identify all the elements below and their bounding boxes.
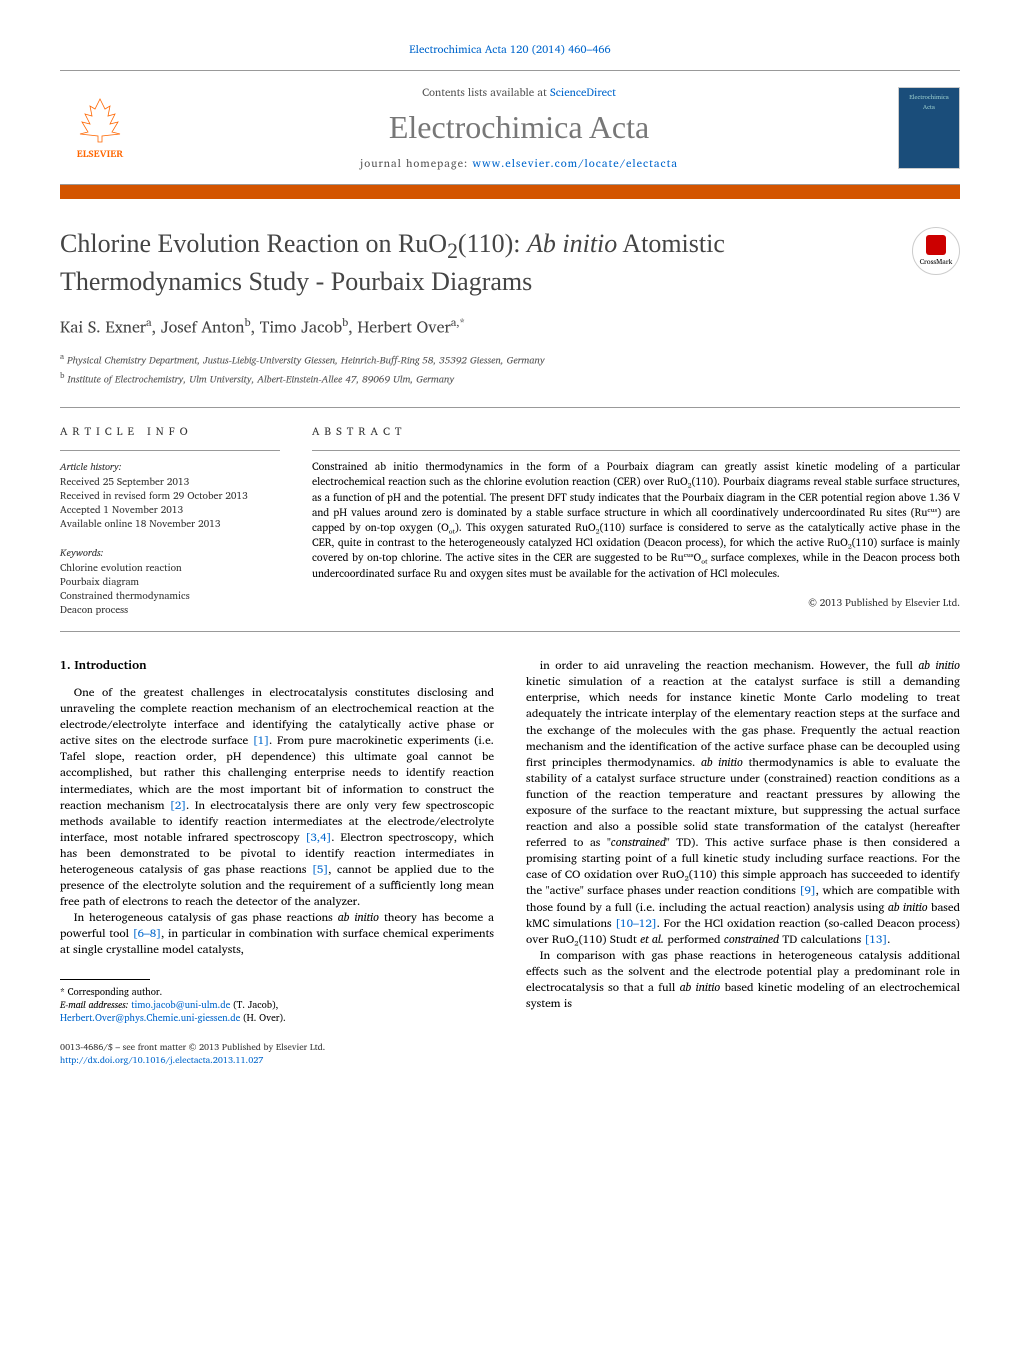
journal-info: Contents lists available at ScienceDirec… xyxy=(140,83,898,172)
info-divider xyxy=(60,450,280,451)
info-abstract-row: article info Article history: Received 2… xyxy=(60,407,960,632)
abstract-text: Constrained ab initio thermodynamics in … xyxy=(312,459,960,581)
elsevier-logo[interactable]: ELSEVIER xyxy=(60,88,140,168)
footer: 0013-4686/$ – see front matter © 2013 Pu… xyxy=(60,1041,494,1066)
doi-link[interactable]: http://dx.doi.org/10.1016/j.electacta.20… xyxy=(60,1052,263,1067)
keyword-item: Deacon process xyxy=(60,603,280,617)
homepage-prefix: journal homepage: xyxy=(360,154,472,172)
sciencedirect-link[interactable]: ScienceDirect xyxy=(550,83,616,101)
abstract-label: abstract xyxy=(312,422,960,440)
ref-link[interactable]: [2] xyxy=(170,796,186,815)
contents-prefix: Contents lists available at xyxy=(422,83,550,101)
ref-link[interactable]: [3,4] xyxy=(306,828,332,847)
header-citation: Electrochimica Acta 120 (2014) 460–466 xyxy=(60,40,960,58)
corresponding-author: * Corresponding author. xyxy=(60,986,494,999)
elsevier-label: ELSEVIER xyxy=(77,146,124,162)
left-column: 1. Introduction One of the greatest chal… xyxy=(60,658,494,1066)
cover-thumb-title: Electrochimica Acta xyxy=(903,92,955,112)
email-link-2[interactable]: Herbert.Over@phys.Chemie.uni-giessen.de xyxy=(60,1011,240,1026)
article-title-row: Chlorine Evolution Reaction on RuO2(110)… xyxy=(60,227,960,299)
elsevier-tree-icon xyxy=(70,94,130,144)
section-1-heading: 1. Introduction xyxy=(60,658,494,675)
footnote-block: * Corresponding author. E-mail addresses… xyxy=(60,986,494,1026)
history-item: Accepted 1 November 2013 xyxy=(60,503,280,517)
body-paragraph: In heterogeneous catalysis of gas phase … xyxy=(60,910,494,958)
citation-link[interactable]: Electrochimica Acta 120 (2014) 460–466 xyxy=(409,40,610,58)
body-paragraph: in order to aid unraveling the reaction … xyxy=(526,658,960,948)
history-item: Available online 18 November 2013 xyxy=(60,517,280,531)
title-mid: (110): xyxy=(458,229,527,258)
body-paragraph: In comparison with gas phase reactions i… xyxy=(526,948,960,1012)
email-who-2: (H. Over). xyxy=(240,1011,285,1026)
title-sub1: 2 xyxy=(447,239,458,263)
article-info: article info Article history: Received 2… xyxy=(60,422,280,617)
affiliation: a Physical Chemistry Department, Justus-… xyxy=(60,350,960,368)
body-paragraph: One of the greatest challenges in electr… xyxy=(60,685,494,910)
email-line-2: Herbert.Over@phys.Chemie.uni-giessen.de … xyxy=(60,1012,494,1025)
body-columns: 1. Introduction One of the greatest chal… xyxy=(60,658,960,1066)
abstract-copyright: © 2013 Published by Elsevier Ltd. xyxy=(312,595,960,611)
journal-header: ELSEVIER Contents lists available at Sci… xyxy=(60,71,960,185)
ref-link[interactable]: [1] xyxy=(253,731,269,750)
history-item: Received 25 September 2013 xyxy=(60,475,280,489)
orange-bar xyxy=(60,185,960,199)
ref-link[interactable]: [6–8] xyxy=(133,924,161,943)
crossmark-icon xyxy=(926,235,946,255)
authors: Kai S. Exnera, Josef Antonb, Timo Jacobb… xyxy=(60,313,960,340)
history-label: Article history: xyxy=(60,459,280,475)
abstract-divider xyxy=(312,450,960,451)
abstract: abstract Constrained ab initio thermodyn… xyxy=(312,422,960,617)
keyword-item: Chlorine evolution reaction xyxy=(60,561,280,575)
title-pre: Chlorine Evolution Reaction on RuO xyxy=(60,229,447,258)
contents-line: Contents lists available at ScienceDirec… xyxy=(140,83,898,101)
homepage-line: journal homepage: www.elsevier.com/locat… xyxy=(140,154,898,172)
right-column: in order to aid unraveling the reaction … xyxy=(526,658,960,1066)
affiliation: b Institute of Electrochemistry, Ulm Uni… xyxy=(60,369,960,387)
affiliations: a Physical Chemistry Department, Justus-… xyxy=(60,350,960,387)
history-item: Received in revised form 29 October 2013 xyxy=(60,489,280,503)
ref-link[interactable]: [5] xyxy=(312,860,328,879)
article-info-label: article info xyxy=(60,422,280,440)
email-addresses: E-mail addresses: timo.jacob@uni-ulm.de … xyxy=(60,999,494,1012)
article-title: Chlorine Evolution Reaction on RuO2(110)… xyxy=(60,227,892,299)
journal-name: Electrochimica Acta xyxy=(140,109,898,146)
ref-link[interactable]: [9] xyxy=(800,881,816,900)
footnote-separator xyxy=(60,979,150,980)
homepage-link[interactable]: www.elsevier.com/locate/electacta xyxy=(472,154,678,172)
cover-thumbnail[interactable]: Electrochimica Acta xyxy=(898,87,960,169)
crossmark-label: CrossMark xyxy=(920,257,953,268)
title-italic: Ab initio xyxy=(527,229,617,258)
keywords-label: Keywords: xyxy=(60,545,280,561)
crossmark-badge[interactable]: CrossMark xyxy=(912,227,960,275)
keyword-item: Pourbaix diagram xyxy=(60,575,280,589)
keyword-item: Constrained thermodynamics xyxy=(60,589,280,603)
